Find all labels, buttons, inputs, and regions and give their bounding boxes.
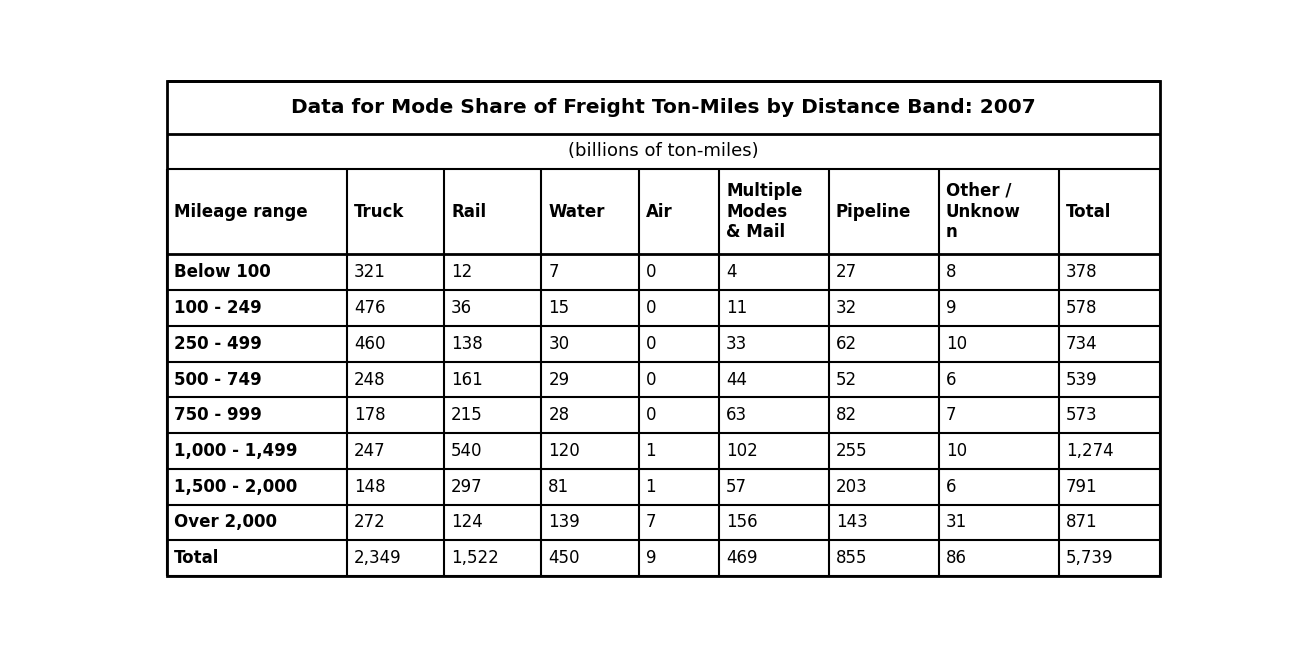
Text: 540: 540 <box>451 442 483 460</box>
Text: 6: 6 <box>945 370 956 389</box>
Text: 139: 139 <box>548 514 580 532</box>
Text: 120: 120 <box>548 442 580 460</box>
Text: 250 - 499: 250 - 499 <box>174 335 262 353</box>
Text: 321: 321 <box>354 263 386 281</box>
Text: Rail: Rail <box>451 203 486 220</box>
Text: Data for Mode Share of Freight Ton-Miles by Distance Band: 2007: Data for Mode Share of Freight Ton-Miles… <box>291 98 1036 117</box>
Text: 31: 31 <box>945 514 967 532</box>
Text: 32: 32 <box>837 299 857 317</box>
Text: 9: 9 <box>646 549 657 567</box>
Text: 30: 30 <box>548 335 570 353</box>
Text: 148: 148 <box>354 478 386 496</box>
Text: 1,274: 1,274 <box>1066 442 1114 460</box>
Text: 124: 124 <box>451 514 483 532</box>
Text: 15: 15 <box>548 299 570 317</box>
Text: 143: 143 <box>837 514 868 532</box>
Text: 573: 573 <box>1066 406 1098 424</box>
Text: 247: 247 <box>354 442 386 460</box>
Text: 44: 44 <box>726 370 747 389</box>
Text: 500 - 749: 500 - 749 <box>174 370 262 389</box>
Text: 62: 62 <box>837 335 857 353</box>
Text: Multiple
Modes
& Mail: Multiple Modes & Mail <box>726 182 803 241</box>
Text: 82: 82 <box>837 406 857 424</box>
Text: 378: 378 <box>1066 263 1098 281</box>
Text: 36: 36 <box>451 299 473 317</box>
Text: 578: 578 <box>1066 299 1098 317</box>
Text: 7: 7 <box>945 406 956 424</box>
Text: 178: 178 <box>354 406 386 424</box>
Text: 272: 272 <box>354 514 386 532</box>
Text: 8: 8 <box>945 263 956 281</box>
Text: Other /
Unknow
n: Other / Unknow n <box>945 182 1020 241</box>
Text: 52: 52 <box>837 370 857 389</box>
Text: 450: 450 <box>548 549 580 567</box>
Text: 86: 86 <box>945 549 967 567</box>
Text: 6: 6 <box>945 478 956 496</box>
Text: Mileage range: Mileage range <box>174 203 307 220</box>
Text: 1,500 - 2,000: 1,500 - 2,000 <box>174 478 297 496</box>
Text: 33: 33 <box>726 335 747 353</box>
Text: 102: 102 <box>726 442 758 460</box>
Text: 1: 1 <box>646 478 657 496</box>
Text: 156: 156 <box>726 514 758 532</box>
Text: 476: 476 <box>354 299 386 317</box>
Text: 81: 81 <box>548 478 570 496</box>
Text: 750 - 999: 750 - 999 <box>174 406 262 424</box>
Text: 1,522: 1,522 <box>451 549 499 567</box>
Text: 0: 0 <box>646 370 657 389</box>
Text: 469: 469 <box>726 549 758 567</box>
Text: 11: 11 <box>726 299 747 317</box>
Text: 2,349: 2,349 <box>354 549 401 567</box>
Text: 203: 203 <box>837 478 868 496</box>
Text: 161: 161 <box>451 370 483 389</box>
Text: 871: 871 <box>1066 514 1098 532</box>
Text: 0: 0 <box>646 263 657 281</box>
Text: 0: 0 <box>646 335 657 353</box>
Text: 63: 63 <box>726 406 747 424</box>
Text: 7: 7 <box>548 263 559 281</box>
Text: 1: 1 <box>646 442 657 460</box>
Text: 255: 255 <box>837 442 868 460</box>
Text: Over 2,000: Over 2,000 <box>174 514 277 532</box>
Text: 1,000 - 1,499: 1,000 - 1,499 <box>174 442 298 460</box>
Text: 791: 791 <box>1066 478 1098 496</box>
Text: 29: 29 <box>548 370 570 389</box>
Text: 12: 12 <box>451 263 473 281</box>
Text: Total: Total <box>1066 203 1111 220</box>
Text: Truck: Truck <box>354 203 404 220</box>
Text: 10: 10 <box>945 335 967 353</box>
Text: 297: 297 <box>451 478 483 496</box>
Text: 248: 248 <box>354 370 386 389</box>
Text: 7: 7 <box>646 514 657 532</box>
Text: Total: Total <box>174 549 219 567</box>
Text: 100 - 249: 100 - 249 <box>174 299 262 317</box>
Text: 57: 57 <box>726 478 747 496</box>
Text: 460: 460 <box>354 335 386 353</box>
Text: 10: 10 <box>945 442 967 460</box>
Text: 855: 855 <box>837 549 868 567</box>
Text: 9: 9 <box>945 299 956 317</box>
Text: Air: Air <box>646 203 672 220</box>
Text: 734: 734 <box>1066 335 1098 353</box>
Text: 27: 27 <box>837 263 857 281</box>
Text: 5,739: 5,739 <box>1066 549 1114 567</box>
Text: Below 100: Below 100 <box>174 263 271 281</box>
Text: Pipeline: Pipeline <box>837 203 912 220</box>
Text: Water: Water <box>548 203 605 220</box>
Text: 4: 4 <box>726 263 737 281</box>
Text: 138: 138 <box>451 335 483 353</box>
Text: 539: 539 <box>1066 370 1098 389</box>
Text: 0: 0 <box>646 406 657 424</box>
Text: 215: 215 <box>451 406 483 424</box>
Text: (billions of ton-miles): (billions of ton-miles) <box>569 142 759 161</box>
Text: 0: 0 <box>646 299 657 317</box>
Text: 28: 28 <box>548 406 570 424</box>
